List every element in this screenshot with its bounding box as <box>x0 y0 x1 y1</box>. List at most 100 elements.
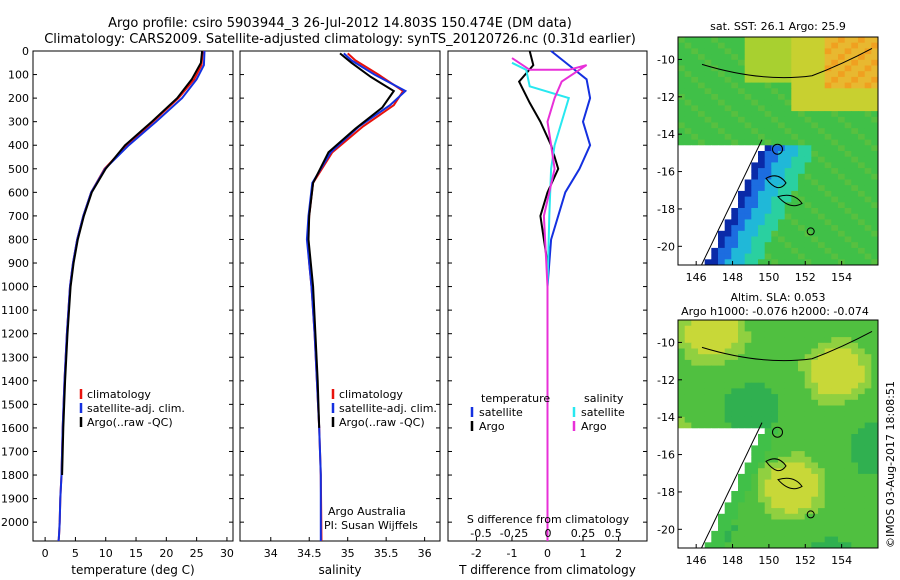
difference-x2tick-label: 0.25 <box>571 527 596 540</box>
sla-map-land-cell <box>711 473 719 480</box>
sla-map-cell <box>771 513 779 520</box>
sst-map-cell <box>764 122 772 129</box>
sla-map-cell <box>851 399 859 406</box>
sla-map-cell <box>851 348 859 355</box>
sst-map-cell <box>831 173 839 180</box>
sla-map-cell <box>771 485 779 492</box>
sla-map-cell <box>751 530 759 537</box>
sst-map-cell <box>758 88 766 95</box>
sst-map-cell <box>758 99 766 106</box>
sst-map-cell <box>678 133 686 140</box>
sla-map-cell <box>811 342 819 349</box>
sst-map-cell <box>844 99 852 106</box>
sst-map-cell <box>831 162 839 169</box>
sst-map-cell <box>778 162 786 169</box>
sst-map-ytick-label: -12 <box>657 91 675 104</box>
sst-map-cell <box>764 133 772 140</box>
sla-map-land-cell <box>704 462 712 469</box>
sst-map-cell <box>731 54 739 61</box>
sla-map-cell <box>738 411 746 418</box>
sst-map-cell <box>831 82 839 89</box>
sla-map-land-cell <box>724 479 732 486</box>
sla-map-cell <box>858 456 866 463</box>
sst-map-land-cell <box>684 202 692 209</box>
sst-map-cell <box>804 151 812 158</box>
sla-map-cell <box>738 542 746 549</box>
sst-map-land-cell <box>691 162 699 169</box>
sst-map-land-cell <box>678 219 686 226</box>
sst-map-cell <box>831 122 839 129</box>
sla-map-cell <box>704 325 712 332</box>
sst-map-cell <box>704 42 712 49</box>
sst-map-cell <box>844 111 852 118</box>
sla-map-cell <box>718 519 726 526</box>
sla-map-land-cell <box>704 473 712 480</box>
sst-map-cell <box>811 42 819 49</box>
sst-map-cell <box>778 65 786 72</box>
sst-map-land-cell <box>724 213 732 220</box>
sla-map-cell <box>778 365 786 372</box>
sst-map-cell <box>718 133 726 140</box>
sla-map-cell <box>771 525 779 532</box>
sst-map-cell <box>864 76 872 83</box>
sst-map-cell <box>798 185 806 192</box>
sla-map-cell <box>798 382 806 389</box>
difference-xtick-label: 1 <box>580 547 587 560</box>
sst-map-cell <box>684 82 692 89</box>
sla-map-xtick-label: 152 <box>795 554 816 567</box>
sst-map-cell <box>871 208 879 215</box>
sla-map-cell <box>784 536 792 543</box>
sla-map-cell <box>844 473 852 480</box>
sla-map-cell <box>811 445 819 452</box>
sla-map-cell <box>691 337 699 344</box>
sst-map-cell <box>858 133 866 140</box>
sst-map-cell <box>711 139 719 146</box>
sla-map-cell <box>871 508 879 515</box>
sst-map-cell <box>851 65 859 72</box>
sla-map-cell <box>731 365 739 372</box>
sla-map-cell <box>711 530 719 537</box>
sla-map-cell <box>684 399 692 406</box>
sst-map-cell <box>738 196 746 203</box>
sla-map-cell <box>818 451 826 458</box>
sla-map-cell <box>804 382 812 389</box>
sst-map-cell <box>798 225 806 232</box>
sst-map-reef-outline <box>765 175 787 189</box>
sla-map-cell <box>858 530 866 537</box>
sst-map-land-cell <box>684 230 692 237</box>
sst-map-land-cell <box>691 213 699 220</box>
sla-map-cell <box>778 473 786 480</box>
depth-tick-label: 1800 <box>1 469 29 482</box>
sla-map-land-cell <box>684 525 692 532</box>
sla-map-cell <box>771 519 779 526</box>
sst-map-cell <box>871 242 879 249</box>
sst-map-land-cell <box>698 208 706 215</box>
sla-map-cell <box>784 325 792 332</box>
sst-map-cell <box>731 111 739 118</box>
sla-map-cell <box>791 348 799 355</box>
sst-map-cell <box>678 128 686 135</box>
difference-xtick-label: -2 <box>471 547 482 560</box>
sst-map-cell <box>818 173 826 180</box>
sla-map-cell <box>758 479 766 486</box>
sla-map-cell <box>831 513 839 520</box>
sla-map-land-cell <box>731 428 739 435</box>
sla-map-cell <box>831 536 839 543</box>
sst-map-cell <box>851 196 859 203</box>
sst-map-land-cell <box>678 213 686 220</box>
sla-map-cell <box>758 485 766 492</box>
sla-map-cell <box>691 320 699 327</box>
sst-map-cell <box>764 99 772 106</box>
sst-map-cell <box>771 242 779 249</box>
sla-map-cell <box>751 411 759 418</box>
sst-map-cell <box>831 202 839 209</box>
sst-map-cell <box>851 219 859 226</box>
sst-map-cell <box>804 179 812 186</box>
sst-map-cell <box>751 116 759 123</box>
sla-map-cell <box>771 462 779 469</box>
sla-map-cell <box>844 530 852 537</box>
sla-map-cell <box>798 439 806 446</box>
sst-map-cell <box>764 105 772 112</box>
sst-map-land-cell <box>724 196 732 203</box>
sla-map-cell <box>771 331 779 338</box>
